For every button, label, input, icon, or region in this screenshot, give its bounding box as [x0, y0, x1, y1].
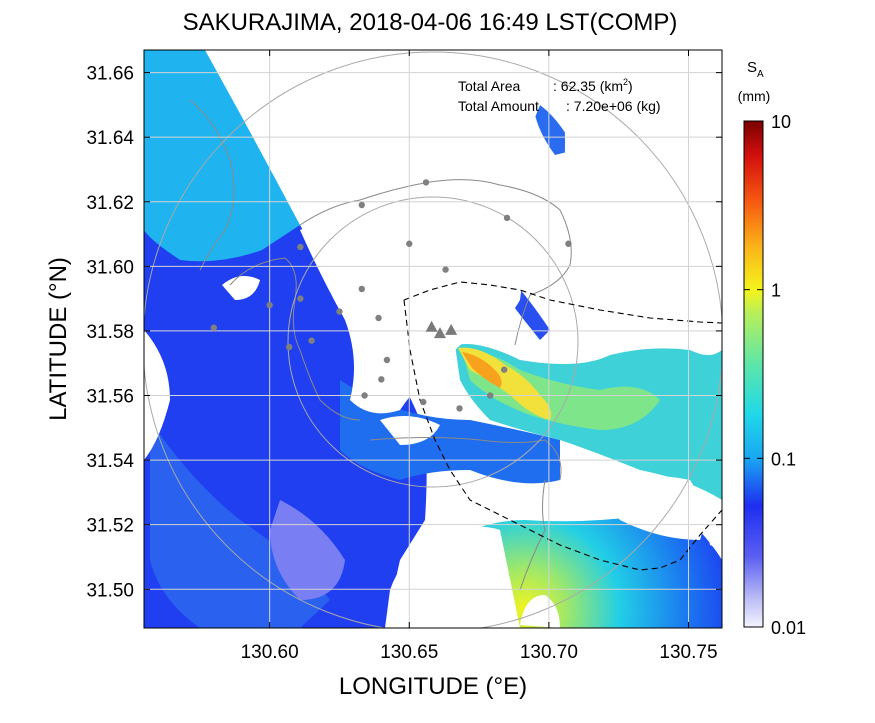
x-tick-label: 130.75 [659, 642, 717, 663]
station-point [456, 405, 463, 412]
station-point [378, 376, 385, 383]
radar-field [144, 50, 722, 628]
station-point [487, 392, 494, 399]
coastline [189, 99, 572, 591]
station-point [285, 343, 293, 351]
colorbar-tick-label: 1 [771, 281, 781, 301]
colorbar-unit: (mm) [738, 88, 771, 104]
x-tick-label: 130.70 [520, 642, 578, 663]
y-axis-ticks: 31.50 31.52 31.54 31.56 31.58 31.60 31.62 31.64… [86, 64, 722, 601]
nodata-volcano-clear [300, 210, 522, 414]
total-amount-value: : 7.20e+06 (kg) [566, 98, 661, 114]
station-point [266, 301, 273, 309]
total-area-close: ) [628, 78, 633, 94]
vent-marker [433, 327, 446, 339]
nodata-north-strip [560, 50, 722, 330]
svg-text:: 62.35 (km2): : 62.35 (km2) [553, 77, 633, 94]
station-point [375, 314, 382, 322]
plot-frame [143, 49, 723, 629]
y-tick-label: 31.54 [86, 451, 134, 472]
total-area-unit-sup: 2 [623, 77, 628, 87]
colorbar-tick-label: 0.1 [771, 449, 796, 469]
echo-central-band [340, 380, 560, 484]
y-tick-label: 31.66 [86, 64, 134, 85]
station-point [358, 285, 365, 293]
x-tick-label: 130.65 [380, 642, 438, 663]
station-point [297, 243, 304, 251]
x-tick-label: 130.60 [241, 642, 299, 663]
y-tick-label: 31.58 [86, 322, 134, 343]
y-tick-label: 31.56 [86, 387, 134, 408]
station-point [297, 295, 304, 302]
y-tick-label: 31.50 [86, 580, 134, 601]
y-axis-label: LATITUDE (°N) [45, 257, 72, 421]
station-points [210, 179, 572, 412]
nodata-west-patch [222, 276, 260, 300]
nodata-east-small [708, 505, 722, 550]
station-point [210, 324, 218, 331]
total-area-label: Total Area [458, 78, 520, 94]
dashed-boundary [403, 281, 722, 324]
grid-lines [144, 50, 722, 628]
station-point [442, 266, 449, 273]
station-point [383, 356, 391, 364]
station-point [361, 392, 368, 399]
echo-plume-orange [462, 352, 502, 388]
station-point [420, 398, 427, 406]
range-rings [144, 51, 722, 628]
vent-marker [445, 323, 458, 335]
dashed-boundary-2 [403, 299, 722, 571]
station-point [565, 240, 572, 247]
nodata-south-blank [385, 526, 520, 628]
station-point [406, 240, 413, 247]
colorbar-gradient [743, 120, 764, 628]
vent-markers [425, 320, 458, 339]
station-point [503, 214, 511, 222]
y-tick-label: 31.60 [86, 257, 134, 278]
y-tick-label: 31.62 [86, 193, 134, 214]
station-point [422, 179, 430, 186]
chart-title: SAKURAJIMA, 2018-04-06 16:49 LST(COMP) [183, 9, 678, 36]
x-axis-label: LONGITUDE (°E) [339, 673, 527, 700]
vent-marker [425, 320, 438, 332]
station-point [308, 337, 315, 344]
total-amount-label: Total Amount [458, 98, 539, 114]
plot-area: Total Area : 62.35 (km2) Total Amount : … [144, 50, 722, 628]
colorbar: SA (mm) 10 1 0.1 0.01 [738, 59, 806, 638]
colorbar-ticks: 10 1 0.1 0.01 [744, 112, 806, 638]
x-axis-ticks: 130.60 130.65 130.70 130.75 [241, 50, 718, 663]
totals-annotation: Total Area : 62.35 (km2) Total Amount : … [458, 77, 661, 114]
nodata-east-blank [590, 475, 704, 540]
total-area-value: : 62.35 (km [553, 78, 623, 94]
echo-west-cyan [144, 50, 300, 262]
colorbar-tick-label: 0.01 [771, 618, 806, 638]
colorbar-label: SA [747, 59, 764, 80]
station-point [336, 308, 343, 315]
y-tick-label: 31.52 [86, 516, 134, 537]
y-tick-label: 31.64 [86, 128, 134, 149]
nodata-west-blank [144, 330, 170, 460]
station-point [358, 201, 365, 209]
station-point [501, 366, 508, 373]
colorbar-tick-label: 10 [771, 112, 791, 132]
